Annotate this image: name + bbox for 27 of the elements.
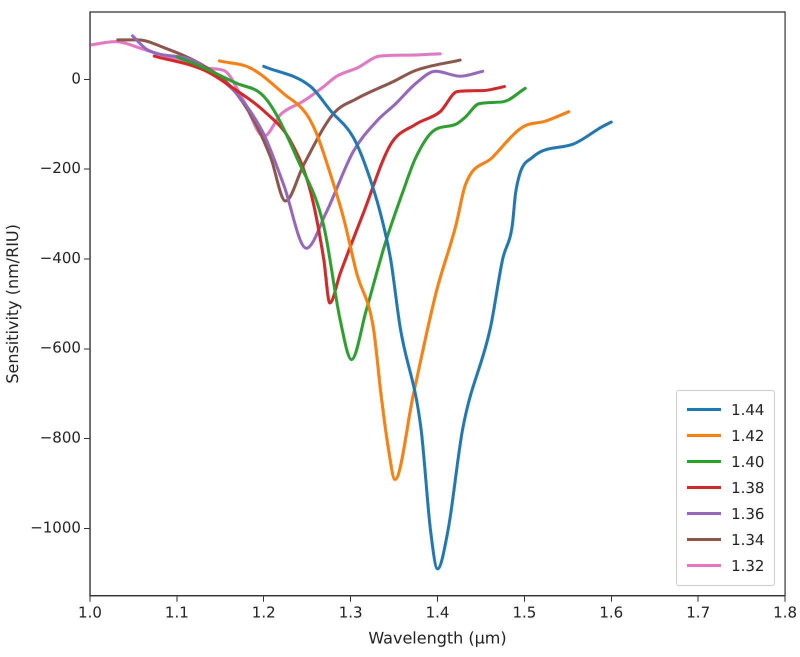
line-series	[175, 55, 527, 362]
y-tick-label: −600	[40, 338, 81, 357]
legend-label: 1.38	[731, 478, 764, 497]
x-tick-label: 1.1	[164, 604, 189, 622]
x-tick-label: 1.2	[252, 604, 276, 622]
legend-label: 1.36	[731, 504, 764, 523]
legend-label: 1.32	[731, 556, 764, 575]
legend-label: 1.42	[731, 426, 764, 445]
x-tick-label: 1.4	[426, 604, 450, 622]
y-tick-label: −1000	[30, 518, 81, 536]
x-tick-label: 1.5	[512, 604, 536, 622]
line-series	[218, 59, 570, 481]
x-axis-title: Wavelength (μm)	[368, 628, 507, 648]
x-tick-label: 1.0	[78, 604, 102, 622]
y-tick-label: 0	[71, 69, 81, 88]
x-tick-label: 1.6	[599, 604, 624, 622]
y-tick-label: −200	[40, 159, 81, 178]
legend-label: 1.40	[731, 452, 764, 471]
y-tick-label: −400	[40, 248, 81, 267]
x-tick-label: 1.7	[686, 604, 710, 622]
x-tick-label: 1.8	[773, 604, 797, 622]
legend-label: 1.44	[731, 400, 764, 419]
legend-label: 1.34	[731, 530, 764, 549]
y-tick-label: −800	[40, 428, 81, 447]
line-series	[262, 64, 613, 570]
y-axis-title: Sensitivity (nm/RIU)	[2, 224, 22, 384]
x-tick-label: 1.3	[338, 604, 363, 622]
